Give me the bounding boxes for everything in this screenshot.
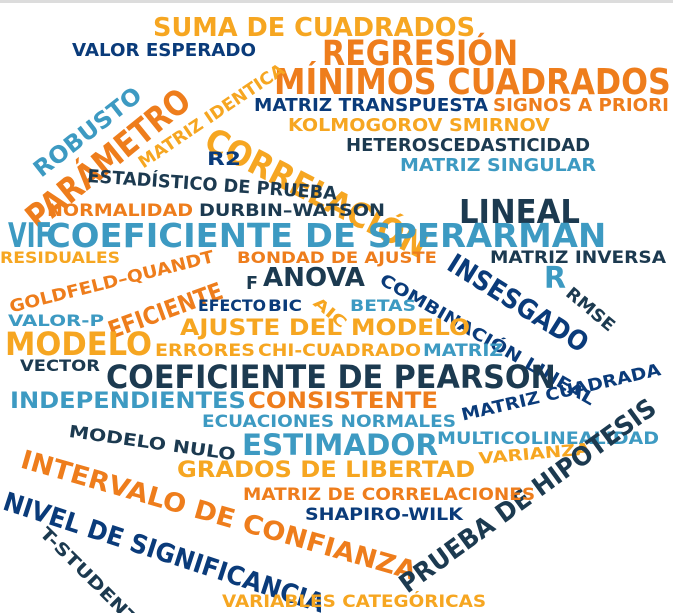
word-multicolinealidad: MULTICOLINEALIDAD: [437, 429, 660, 449]
word-betas: BETAS: [350, 296, 417, 315]
word-valor-esperado: VALOR ESPERADO: [72, 40, 257, 61]
top-border: [0, 0, 673, 3]
word-variables-categoricas: VARIABLES CATEGÓRICAS: [222, 592, 487, 612]
word-matriz-de-correlaciones: MATRIZ DE CORRELACIONES: [243, 485, 536, 505]
word-normalidad: NORMALIDAD: [47, 201, 194, 221]
word-minimos-cuadrados: MÍNIMOS CUADRADOS: [274, 62, 671, 103]
word-r: R: [544, 261, 567, 296]
word-valor-p: VALOR-P: [8, 311, 104, 330]
word-durbin-watson: DURBIN–WATSON: [199, 201, 386, 221]
word-matriz: MATRIZ: [423, 341, 504, 361]
word-f: F: [246, 273, 259, 294]
word-r2: R2: [207, 148, 241, 170]
word-residuales: RESIDUALES: [0, 248, 121, 267]
word-lineal: LINEAL: [459, 192, 580, 231]
word-estimador: ESTIMADOR: [242, 428, 438, 462]
word-heteroscedasticidad: HETEROSCEDASTICIDAD: [346, 135, 591, 156]
word-matriz-inversa: MATRIZ INVERSA: [490, 248, 667, 268]
word-efecto: EFECTO: [198, 296, 267, 315]
word-anova: ANOVA: [263, 263, 365, 293]
word-kolmogorov-smirnov: KOLMOGOROV SMIRNOV: [288, 115, 550, 136]
word-vif: VIF: [8, 216, 52, 256]
word-chi-cuadrado: CHI-CUADRADO: [258, 341, 422, 361]
word-coeficiente-de-sperarman: COEFICIENTE DE SPERARMAN: [46, 216, 607, 255]
word-independientes: INDEPENDIENTES: [10, 389, 246, 414]
word-suma-de-cuadrados: SUMA DE CUADRADOS: [153, 13, 476, 43]
word-errores: ERRORES: [155, 341, 255, 361]
word-vector: VECTOR: [20, 356, 101, 375]
word-ajuste-del-modelo: AJUSTE DEL MODELO: [180, 316, 471, 341]
word-coeficiente-de-pearson: COEFICIENTE DE PEARSON: [106, 358, 556, 396]
word-bic: BIC: [268, 296, 302, 315]
word-matriz-singular: MATRIZ SINGULAR: [400, 155, 597, 176]
word-signos-a-priori: SIGNOS A PRIORI: [493, 95, 669, 116]
word-regresion: REGRESIÓN: [322, 34, 519, 74]
word-ecuaciones-normales: ECUACIONES NORMALES: [202, 412, 457, 432]
word-modelo: MODELO: [5, 325, 152, 363]
word-shapiro-wilk: SHAPIRO-WILK: [305, 505, 463, 525]
word-grados-de-libertad: GRADOS DE LIBERTAD: [177, 458, 476, 483]
word-consistente: CONSISTENTE: [248, 389, 438, 414]
word-bondad-de-ajuste: BONDAD DE AJUSTE: [237, 248, 437, 267]
word-matriz-transpuesta: MATRIZ TRANSPUESTA: [254, 95, 489, 116]
